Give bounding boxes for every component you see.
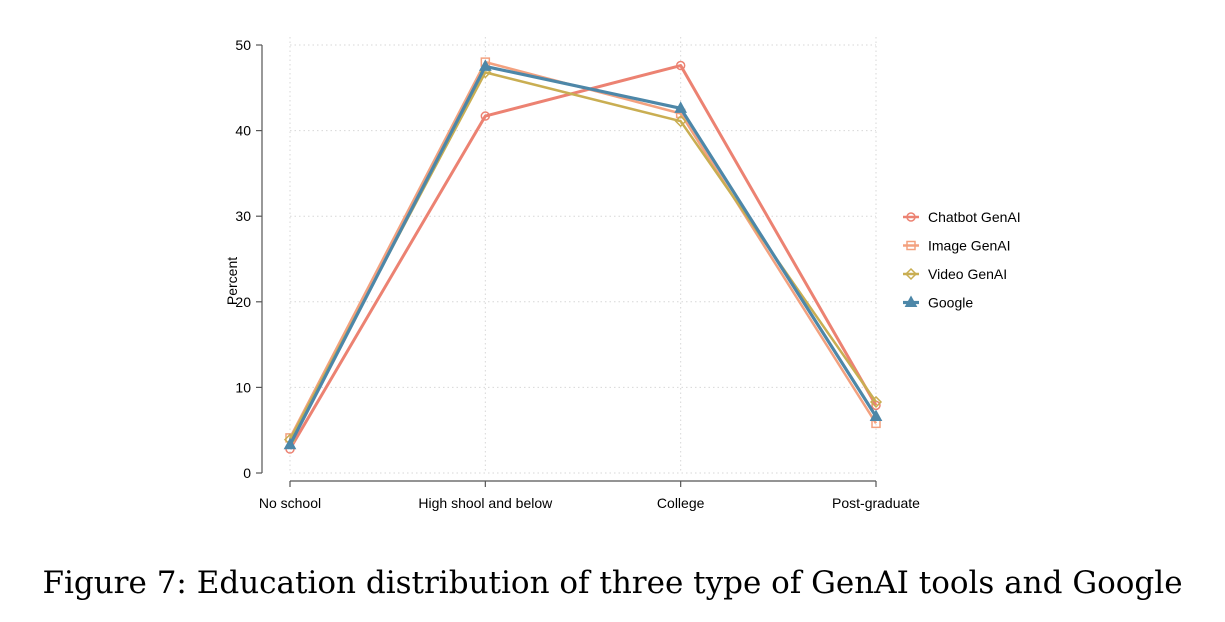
y-tick-label: 10 (235, 379, 251, 395)
education-line-chart: 0 10 20 30 40 50 Percent No school High shool an… (224, 37, 1021, 511)
legend-item-google: Google (903, 295, 973, 311)
series-line-chatbot-genai (288, 64, 878, 450)
y-axis-label: Percent (224, 257, 240, 305)
legend-label: Google (928, 295, 973, 311)
data-point-chatbot-genai (480, 111, 491, 121)
data-point-google (283, 437, 297, 450)
legend-label: Image GenAI (928, 238, 1011, 254)
legend-item-chatbot-genai: Chatbot GenAI (903, 209, 1021, 225)
x-tick-label: Post-graduate (832, 495, 920, 511)
figure-caption: Figure 7: Education distribution of thre… (42, 565, 1183, 601)
legend-label: Video GenAI (928, 266, 1007, 282)
series-lines (283, 57, 883, 454)
y-tick-label: 30 (235, 208, 251, 224)
data-point-video-genai (674, 115, 687, 128)
legend-item-video-genai: Video GenAI (903, 266, 1007, 282)
legend-item-image-genai: Image GenAI (903, 238, 1011, 254)
data-point-chatbot-genai (675, 60, 686, 71)
legend-marker (906, 212, 916, 222)
x-tick-label: No school (259, 495, 321, 511)
data-point-google (869, 409, 883, 422)
data-point-google (478, 59, 492, 71)
series-google (283, 59, 883, 450)
x-tick-label: High shool and below (418, 495, 553, 511)
legend-marker (904, 267, 918, 281)
grid (289, 37, 877, 474)
legend: Chatbot GenAI Image GenAI Video GenAI Googl… (903, 209, 1021, 311)
data-point-video-genai (869, 395, 883, 409)
y-tick-label: 0 (243, 465, 251, 481)
series-line-video-genai (288, 71, 878, 441)
series-line-google (288, 64, 878, 446)
legend-label: Chatbot GenAI (928, 209, 1021, 225)
y-tick-label: 40 (235, 123, 251, 139)
series-image-genai (285, 57, 881, 443)
data-point-google (674, 101, 688, 113)
y-tick-label: 50 (235, 37, 251, 53)
legend-marker (904, 295, 918, 307)
series-chatbot-genai (285, 60, 881, 454)
y-tick-label: 20 (235, 294, 251, 310)
axes: 0 10 20 30 40 50 Percent No school High shool an… (224, 37, 920, 511)
legend-marker (906, 240, 916, 251)
x-tick-label: College (657, 495, 705, 511)
